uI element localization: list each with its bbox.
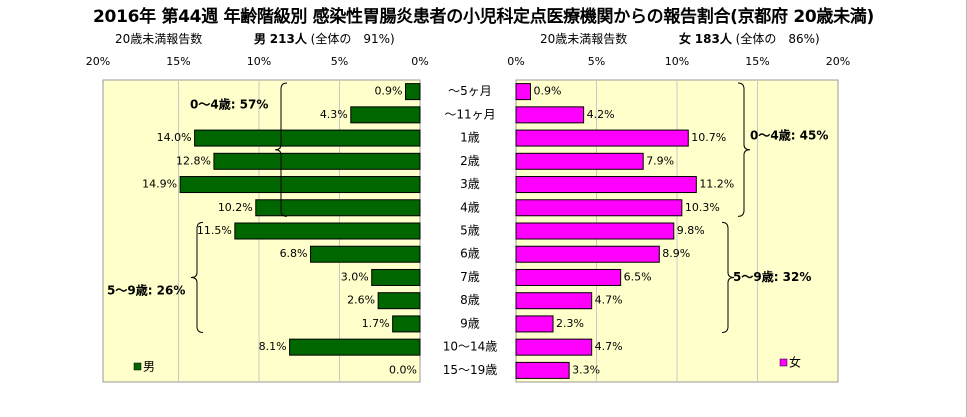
age-category-label: 15～19歳 xyxy=(443,363,498,377)
male-group-brace xyxy=(274,82,288,217)
female-bar xyxy=(515,361,570,379)
female-value-label: 7.9% xyxy=(646,154,674,167)
male-bar xyxy=(392,315,421,333)
male-legend-label: 男 xyxy=(143,360,155,374)
male-value-label: 0.9% xyxy=(375,85,403,98)
female-group-label: 5～9歳: 32% xyxy=(733,269,811,284)
age-category-label: 1歳 xyxy=(460,131,480,145)
female-bar xyxy=(515,199,683,217)
female-bar xyxy=(515,106,585,124)
female-value-label: 0.9% xyxy=(533,85,561,98)
female-bar xyxy=(515,176,697,194)
right-header-share: (全体の 86%) xyxy=(735,32,820,46)
male-bar xyxy=(194,129,421,147)
male-value-label: 1.7% xyxy=(362,317,390,330)
left-x-tick-label: 15% xyxy=(166,55,190,68)
age-category-label: 9歳 xyxy=(460,316,480,330)
female-value-label: 10.3% xyxy=(685,201,720,214)
left-header-label: 20歳未満報告数 xyxy=(115,32,203,46)
female-bar xyxy=(515,268,622,286)
male-value-label: 3.0% xyxy=(341,270,369,283)
female-value-label: 11.2% xyxy=(699,178,734,191)
age-category-label: ～5ヶ月 xyxy=(448,84,492,98)
male-bar xyxy=(310,245,421,263)
female-bar xyxy=(515,292,593,310)
female-bar xyxy=(515,338,593,356)
male-value-label: 14.0% xyxy=(157,131,192,144)
left-x-tick-label: 10% xyxy=(247,55,271,68)
female-value-label: 2.3% xyxy=(556,317,584,330)
male-value-label: 4.3% xyxy=(320,108,348,121)
left-x-tick-label: 20% xyxy=(86,55,110,68)
female-bar xyxy=(515,152,644,170)
age-category-label: 6歳 xyxy=(460,247,480,261)
left-x-tick-label: 0% xyxy=(411,55,428,68)
right-header-label: 20歳未満報告数 xyxy=(540,32,628,46)
male-bar xyxy=(213,152,421,170)
female-group-brace xyxy=(721,221,735,334)
male-bar xyxy=(371,268,421,286)
female-value-label: 8.9% xyxy=(662,247,690,260)
male-value-label: 11.5% xyxy=(197,224,232,237)
female-value-label: 4.2% xyxy=(587,108,615,121)
female-value-label: 9.8% xyxy=(677,224,705,237)
right-header: 20歳未満報告数 女 183人 (全体の 86%) xyxy=(540,30,820,47)
age-category-label: ～11ヶ月 xyxy=(444,107,495,121)
male-bar xyxy=(377,292,421,310)
left-header-count: 213人 xyxy=(269,32,307,46)
age-category-label: 7歳 xyxy=(460,270,480,284)
left-header-sex: 男 xyxy=(253,32,266,46)
male-legend-swatch xyxy=(133,362,142,371)
male-value-label: 0.0% xyxy=(389,363,417,376)
right-x-tick-label: 5% xyxy=(588,55,605,68)
male-bar xyxy=(350,106,421,124)
female-value-label: 4.7% xyxy=(595,340,623,353)
female-bar xyxy=(515,222,675,240)
age-category-label: 4歳 xyxy=(460,200,480,214)
female-legend-label: 女 xyxy=(789,355,801,370)
male-value-label: 8.1% xyxy=(259,340,287,353)
female-bar xyxy=(515,315,554,333)
right-header-sex: 女 xyxy=(678,32,691,46)
age-category-label: 8歳 xyxy=(460,293,480,307)
age-category-label: 2歳 xyxy=(460,154,480,168)
left-x-tick-label: 5% xyxy=(331,55,348,68)
male-group-label: 5～9歳: 26% xyxy=(107,283,185,298)
female-group-brace xyxy=(737,82,751,217)
age-category-label: 5歳 xyxy=(460,224,480,238)
male-group-brace xyxy=(190,221,204,334)
female-legend-swatch xyxy=(779,358,788,367)
male-value-label: 6.8% xyxy=(280,247,308,260)
male-bar xyxy=(289,338,421,356)
age-category-label: 10～14歳 xyxy=(443,340,498,354)
male-value-label: 10.2% xyxy=(218,201,253,214)
right-x-tick-label: 20% xyxy=(826,55,850,68)
female-bar xyxy=(515,129,689,147)
left-header: 20歳未満報告数 男 213人 (全体の 91%) xyxy=(115,30,395,47)
female-value-label: 3.3% xyxy=(572,363,600,376)
male-bar xyxy=(405,83,421,101)
male-bar xyxy=(255,199,421,217)
right-x-tick-label: 10% xyxy=(665,55,689,68)
male-bar xyxy=(179,176,421,194)
female-value-label: 4.7% xyxy=(595,294,623,307)
female-group-label: 0～4歳: 45% xyxy=(750,128,828,143)
left-header-share: (全体の 91%) xyxy=(310,32,395,46)
right-x-tick-label: 0% xyxy=(507,55,524,68)
male-bar xyxy=(234,222,421,240)
right-x-tick-label: 15% xyxy=(745,55,769,68)
male-value-label: 14.9% xyxy=(142,178,177,191)
chart-title: 2016年 第44週 年齢階級別 感染性胃腸炎患者の小児科定点医療機関からの報告… xyxy=(93,7,874,27)
age-category-label: 3歳 xyxy=(460,177,480,191)
female-value-label: 10.7% xyxy=(691,131,726,144)
female-bar xyxy=(515,245,660,263)
female-bar xyxy=(515,83,531,101)
male-value-label: 12.8% xyxy=(176,154,211,167)
male-group-label: 0～4歳: 57% xyxy=(190,97,268,112)
male-value-label: 2.6% xyxy=(347,294,375,307)
female-value-label: 6.5% xyxy=(624,270,652,283)
right-header-count: 183人 xyxy=(694,32,732,46)
